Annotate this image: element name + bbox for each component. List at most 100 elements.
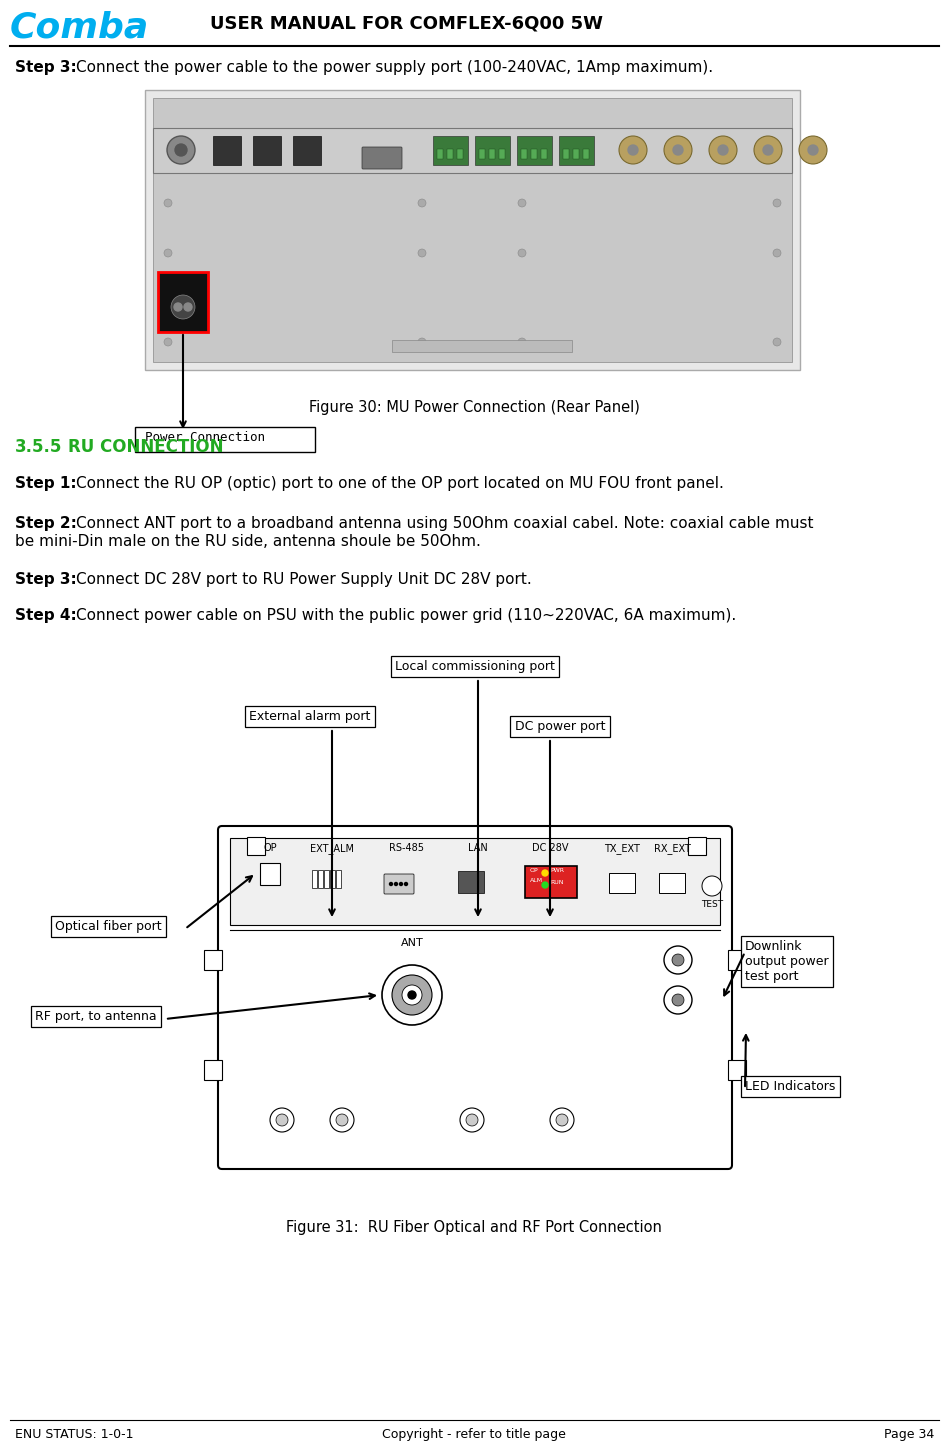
Circle shape [542,870,548,876]
Text: Power Connection: Power Connection [145,431,265,444]
Text: LAN: LAN [468,842,488,853]
Text: External alarm port: External alarm port [250,710,371,724]
Circle shape [330,1108,354,1132]
Circle shape [171,294,195,319]
Bar [609,873,635,893]
Circle shape [702,876,722,896]
Circle shape [518,338,526,347]
Text: Figure 30: MU Power Connection (Rear Panel): Figure 30: MU Power Connection (Rear Pan… [308,400,640,415]
Text: Connect DC 28V port to RU Power Supply Unit DC 28V port.: Connect DC 28V port to RU Power Supply U… [76,571,531,587]
Bar [253,136,281,165]
Circle shape [418,249,426,257]
Bar [312,870,317,887]
Bar [559,136,594,165]
Bar [541,149,547,160]
Bar [260,863,280,884]
Bar [517,136,552,165]
Bar [688,837,706,856]
Circle shape [808,145,818,155]
FancyBboxPatch shape [362,146,402,170]
Text: Optical fiber port: Optical fiber port [55,919,161,932]
Circle shape [404,883,407,886]
Circle shape [619,136,647,164]
Bar [457,149,463,160]
Circle shape [628,145,638,155]
Circle shape [389,883,393,886]
Bar [204,1060,222,1080]
Text: DC 28V: DC 28V [531,842,568,853]
Circle shape [408,990,416,999]
Text: Connect power cable on PSU with the public power grid (110~220VAC, 6A maximum).: Connect power cable on PSU with the publ… [76,608,736,624]
Text: USER MANUAL FOR COMFLEX-6Q00 5W: USER MANUAL FOR COMFLEX-6Q00 5W [210,14,603,32]
Text: TX_EXT: TX_EXT [605,842,640,854]
Bar [153,99,792,362]
Circle shape [542,882,548,887]
Circle shape [418,338,426,347]
Bar [230,838,720,925]
Bar [433,136,468,165]
Circle shape [164,338,172,347]
FancyBboxPatch shape [384,874,414,895]
Text: 3.5.5: 3.5.5 [15,438,63,455]
Text: Downlink
output power
test port: Downlink output power test port [745,940,828,983]
Circle shape [175,144,187,157]
Circle shape [276,1114,288,1127]
Bar [293,136,321,165]
Text: Figure 31:  RU Fiber Optical and RF Port Connection: Figure 31: RU Fiber Optical and RF Port … [286,1219,662,1235]
Circle shape [672,954,684,966]
Circle shape [664,136,692,164]
Bar [499,149,505,160]
Text: OP: OP [263,842,277,853]
Circle shape [550,1108,574,1132]
Circle shape [672,995,684,1006]
Text: Connect ANT port to a broadband antenna using 50Ohm coaxial cabel. Note: coaxial: Connect ANT port to a broadband antenna … [76,516,813,531]
Bar [330,870,335,887]
Circle shape [556,1114,568,1127]
Text: Comba: Comba [10,10,149,44]
Text: Step 1:: Step 1: [15,476,77,492]
Bar [318,870,323,887]
Text: OP: OP [530,869,539,873]
Circle shape [460,1108,484,1132]
Circle shape [673,145,683,155]
Text: Connect the power cable to the power supply port (100-240VAC, 1Amp maximum).: Connect the power cable to the power sup… [76,59,713,75]
Bar [145,90,800,370]
Text: Step 2:: Step 2: [15,516,77,531]
Circle shape [518,199,526,207]
Circle shape [400,883,402,886]
Bar [479,149,485,160]
Circle shape [418,199,426,207]
Text: DC power port: DC power port [514,721,605,734]
Bar [573,149,579,160]
Circle shape [184,303,192,310]
Bar [324,870,329,887]
Circle shape [164,249,172,257]
Bar [158,273,208,332]
Bar [475,136,510,165]
Circle shape [164,199,172,207]
Bar [135,426,315,452]
Circle shape [392,974,432,1015]
Circle shape [718,145,728,155]
Bar [204,950,222,970]
Text: Page 34: Page 34 [884,1428,934,1441]
Text: Step 4:: Step 4: [15,608,77,624]
Circle shape [773,249,781,257]
Circle shape [799,136,827,164]
Bar [489,149,495,160]
Circle shape [763,145,773,155]
Text: ANT: ANT [400,938,423,948]
Circle shape [174,303,182,310]
Bar [728,1060,746,1080]
Text: Connect the RU OP (optic) port to one of the OP port located on MU FOU front pan: Connect the RU OP (optic) port to one of… [76,476,724,492]
Text: PWR: PWR [550,869,564,873]
Bar [728,950,746,970]
Circle shape [664,986,692,1014]
Bar [153,128,792,173]
Circle shape [709,136,737,164]
Text: RF port, to antenna: RF port, to antenna [35,1011,157,1024]
Text: ALM: ALM [530,879,543,883]
Circle shape [754,136,782,164]
Bar [213,136,241,165]
Circle shape [382,966,442,1025]
